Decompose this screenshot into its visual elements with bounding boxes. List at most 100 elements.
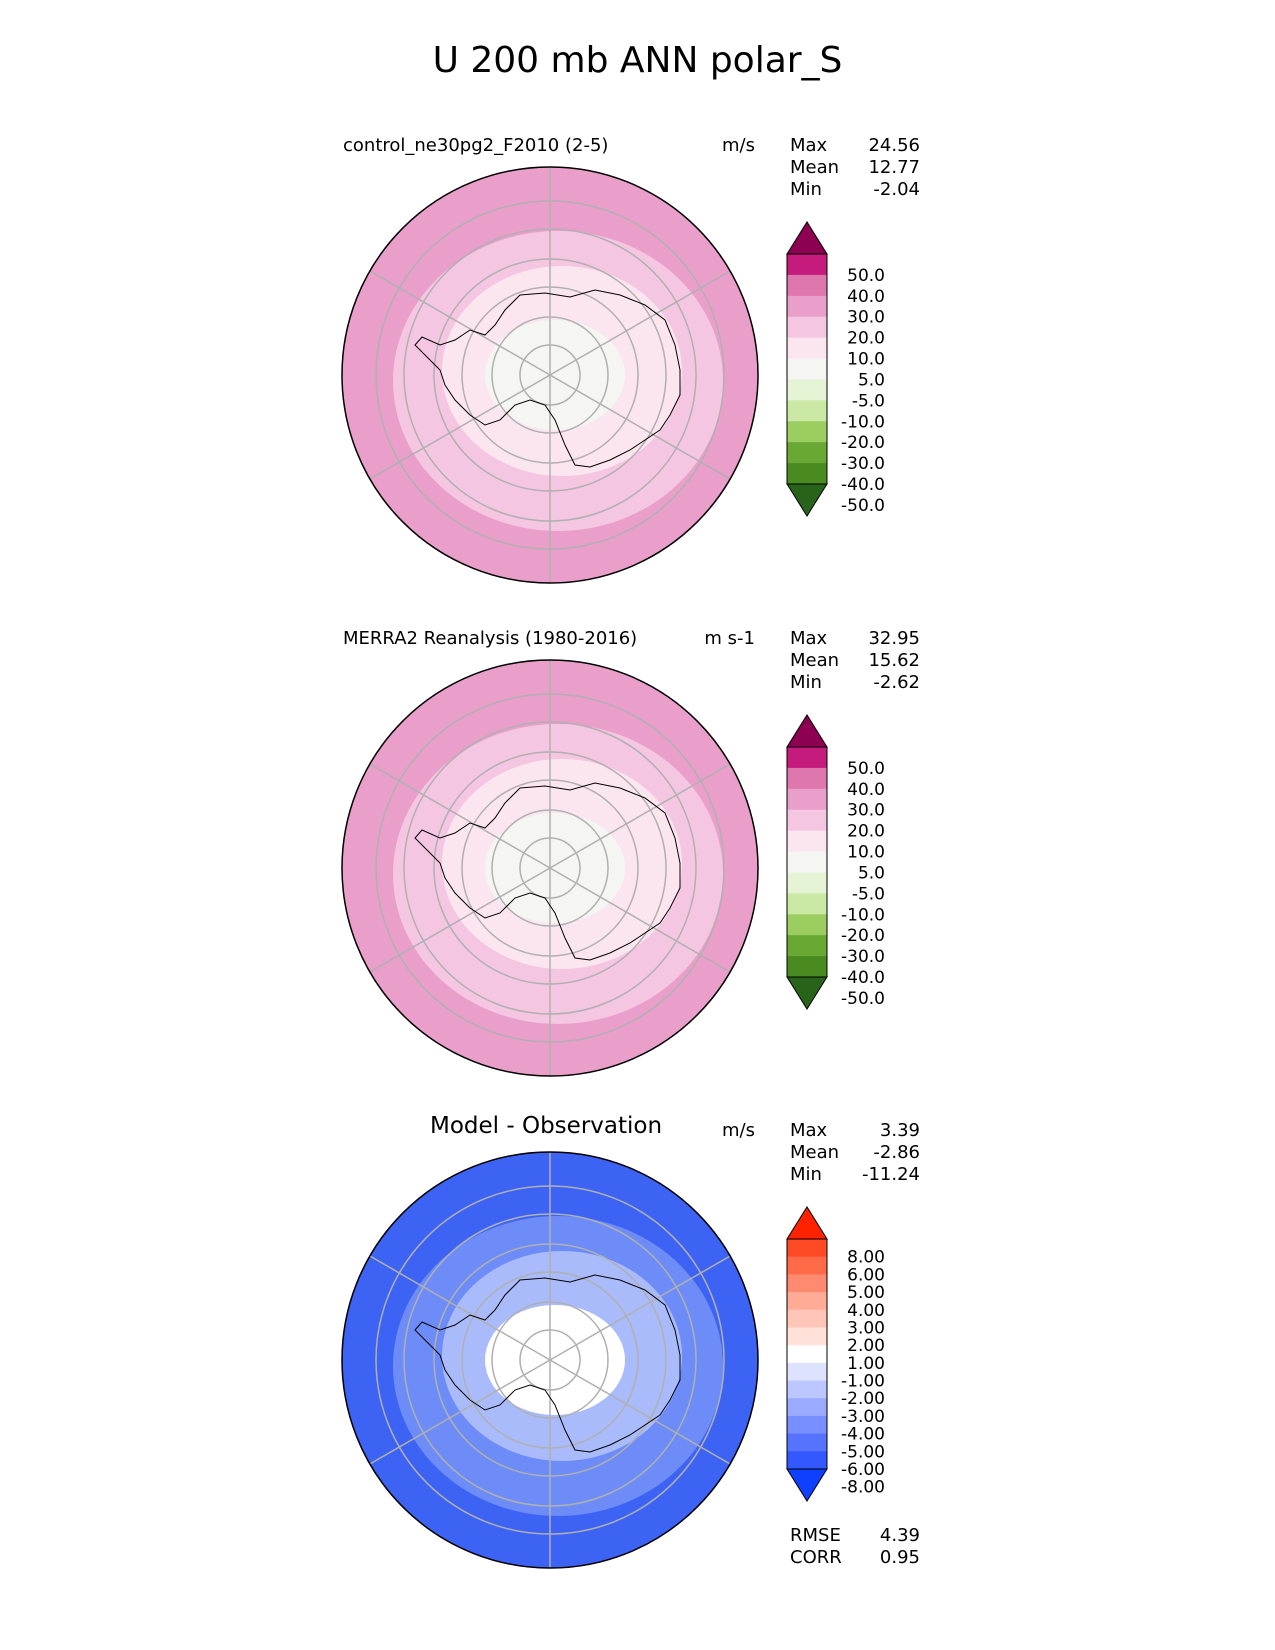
colorbar-tick-label: -3.00 [841,1407,885,1427]
colorbar-segment [787,337,827,360]
meridian-line [549,1359,731,1465]
panel-difference: Model - Observation m/s Max 3.39 Mean -2.8… [0,1113,1275,1620]
colorbar-segment [787,1398,827,1417]
colorbar-segment [787,956,827,978]
colorbar-tick-label: 6.00 [847,1265,885,1285]
stat-value: -2.62 [873,672,920,693]
colorbar-segment [787,1274,827,1293]
colorbar-segment [787,1309,827,1328]
meridian-line [369,1255,551,1361]
colorbar-segment [787,379,827,401]
colorbar-segment [787,254,827,276]
coastline [414,289,681,468]
panel-title: control_ne30pg2_F2010 (2-5) [343,135,609,156]
colorbar-segment [787,935,827,957]
colorbar-tick-label: 20.0 [847,822,885,842]
map-border [341,1151,759,1569]
panel-title: MERRA2 Reanalysis (1980-2016) [343,628,638,649]
page-title: U 200 mb ANN polar_S [432,40,843,81]
rmse-value: 4.39 [879,1525,920,1546]
map-border [341,166,759,584]
meridian-line [549,867,731,973]
colorbar-extend-min [786,1468,828,1502]
colorbar-tick-label: 4.00 [847,1301,885,1321]
colorbar-segment [787,1239,827,1258]
colorbar-outline [786,746,828,978]
panel-test: control_ne30pg2_F2010 (2-5) m/s Max 24.56… [0,135,1275,635]
field-band [485,813,625,923]
colorbar-tick-label: -20.0 [841,926,885,946]
stat-label: Min [790,672,822,693]
field-band [485,1305,625,1415]
colorbar-segment [787,463,827,485]
corr-label: CORR [790,1547,842,1568]
stat-value: 24.56 [868,135,920,156]
colorbar-tick-label: 20.0 [847,329,885,349]
panel-title: Model - Observation [430,1113,663,1139]
colorbar-tick-label: -40.0 [841,475,885,495]
colorbar-segment [787,442,827,464]
colorbar-tick-label: -50.0 [841,496,885,516]
colorbar-segment [787,788,827,811]
colorbar-segment [787,316,827,339]
colorbar-segment [787,1327,827,1346]
stat-value: -2.86 [873,1142,920,1163]
colorbar-segment [787,1433,827,1452]
coastline [414,782,681,961]
stats-box: Max 24.56 Mean 12.77 Min -2.04 [790,135,920,201]
colorbar-tick-label: -20.0 [841,433,885,453]
polar-map [341,659,759,1077]
colorbar-tick-label: -40.0 [841,968,885,988]
stats-box: Max 32.95 Mean 15.62 Min -2.62 [790,628,920,694]
colorbar-tick-label: 50.0 [847,266,885,286]
colorbar-tick-label: 40.0 [847,780,885,800]
coastline [414,1274,681,1453]
meridian-line [369,763,551,869]
colorbar: 8.006.005.004.003.002.001.00-1.00-2.00-3… [786,1206,885,1502]
colorbar-tick-label: 8.00 [847,1248,885,1268]
colorbar: 50.040.030.020.010.05.0-5.0-10.0-20.0-30… [786,714,885,1010]
colorbar-tick-label: -30.0 [841,947,885,967]
stat-label: Max [790,628,828,649]
stat-label: Max [790,1120,828,1141]
stat-value: 15.62 [868,650,920,671]
colorbar-segment [787,1362,827,1382]
colorbar-tick-label: 2.00 [847,1336,885,1356]
colorbar-tick-label: 50.0 [847,759,885,779]
panel-units: m s-1 [704,628,755,649]
colorbar-segment [787,358,827,380]
colorbar-segment [787,851,827,873]
meridian-line [369,374,551,480]
colorbar-tick-label: 5.0 [858,370,885,390]
panel-reference: MERRA2 Reanalysis (1980-2016) m s-1 Max 3… [0,628,1275,1128]
colorbar-tick-label: 40.0 [847,287,885,307]
colorbar-outline [786,1238,828,1470]
field-shading [342,660,758,1076]
stat-label: Mean [790,1142,840,1163]
stat-value: 3.39 [879,1120,920,1141]
polar-map [341,166,759,584]
colorbar-segment [787,893,827,915]
meridian-line [369,270,551,376]
colorbar: 50.040.030.020.010.05.0-5.0-10.0-20.0-30… [786,221,885,517]
field-shading [342,1152,758,1568]
colorbar-tick-label: 3.00 [847,1318,885,1338]
colorbar-tick-label: -2.00 [841,1389,885,1409]
colorbar-tick-label: -10.0 [841,905,885,925]
meridian-line [369,867,551,973]
colorbar-tick-label: -5.0 [852,884,885,904]
rmse-label: RMSE [790,1525,841,1546]
meridian-line [549,763,731,869]
colorbar-tick-label: -1.00 [841,1372,885,1392]
stat-label: Min [790,1164,822,1185]
colorbar-segment [787,400,827,422]
stat-label: Mean [790,650,840,671]
colorbar-segment [787,1292,827,1311]
colorbar-extend-max [786,1206,828,1240]
colorbar-segment [787,1380,827,1399]
stats-box: Max 3.39 Mean -2.86 Min -11.24 [790,1120,920,1186]
summary-stats: RMSE 4.39 CORR 0.95 [790,1525,920,1569]
colorbar-tick-label: 10.0 [847,350,885,370]
colorbar-extend-min [786,483,828,517]
colorbar-segment [787,421,827,443]
